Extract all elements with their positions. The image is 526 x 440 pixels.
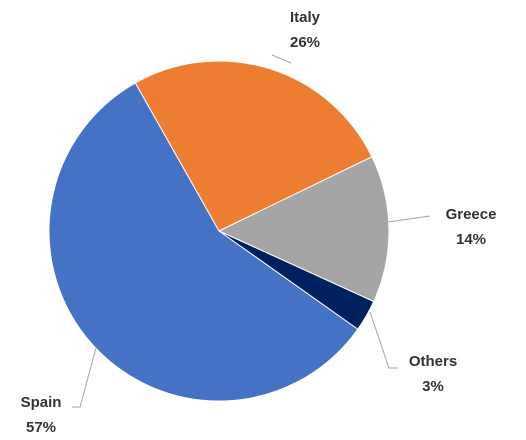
label-italy-name: Italy bbox=[290, 9, 321, 26]
label-greece-value: 14% bbox=[456, 231, 486, 248]
label-others-value: 3% bbox=[422, 378, 444, 395]
leader-lines bbox=[72, 54, 431, 408]
leader-line-italy bbox=[271, 54, 292, 64]
data-labels: Italy 26% Greece 14% Others 3% Spain 57% bbox=[21, 9, 497, 436]
leader-line-others bbox=[369, 311, 398, 369]
label-italy-value: 26% bbox=[290, 34, 320, 51]
leader-line-greece bbox=[387, 215, 431, 223]
pie-slice-spain bbox=[48, 82, 359, 402]
pie-slice-italy bbox=[134, 60, 373, 232]
label-spain-name: Spain bbox=[21, 394, 62, 411]
label-spain-value: 57% bbox=[26, 419, 56, 436]
label-greece-name: Greece bbox=[446, 206, 497, 223]
label-others-name: Others bbox=[409, 353, 457, 370]
pie-slices bbox=[48, 60, 390, 402]
pie-slice-greece bbox=[217, 156, 390, 303]
leader-line-spain bbox=[72, 347, 97, 408]
